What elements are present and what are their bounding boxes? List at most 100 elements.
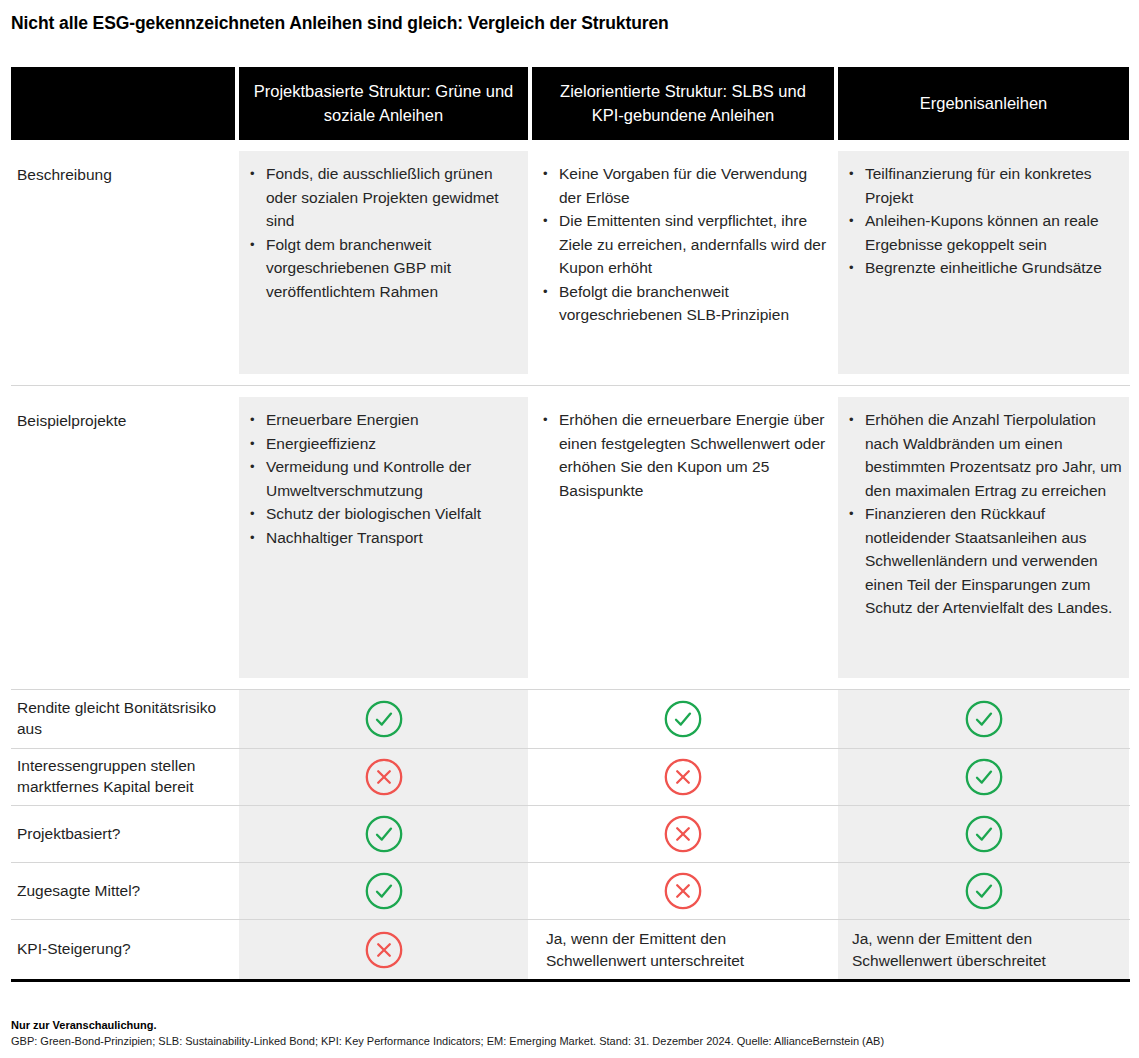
bullet-item: •Teilfinanzierung für ein konkretes Proj…	[838, 162, 1123, 209]
check-icon	[965, 815, 1003, 853]
bullet-text: Nachhaltiger Transport	[266, 526, 423, 550]
row-label: Zugesagte Mittel?	[11, 863, 235, 919]
bullet-item: •Keine Vorgaben für die Verwendung der E…	[532, 162, 828, 209]
status-text: Ja, wenn der Emittent den Schwellenwert …	[852, 928, 1121, 971]
check-icon	[365, 815, 403, 853]
bullet-text: Schutz der biologischen Vielfalt	[266, 502, 481, 526]
check-icon	[965, 872, 1003, 910]
bullet-text: Anleihen-Kupons können an reale Ergebnis…	[865, 209, 1123, 256]
column-header-target-oriented: Zielorientierte Struktur: SLBS und KPI-g…	[532, 67, 834, 140]
row-label: Beispielprojekte	[11, 397, 235, 678]
status-icon-cell	[239, 920, 528, 979]
bullet-icon: •	[250, 408, 257, 432]
check-icon	[664, 700, 702, 738]
bullet-icon: •	[250, 502, 257, 526]
bullet-item: •Finanzieren den Rückkauf notleidender S…	[838, 502, 1123, 620]
bullet-text: Die Emittenten sind verpflichtet, ihre Z…	[559, 209, 828, 280]
bullet-list-cell: •Erhöhen die Anzahl Tierpolulation nach …	[838, 397, 1129, 678]
bullet-item: • Begrenzte einheitliche Grundsätze	[838, 256, 1123, 280]
bullet-list-cell: •Teilfinanzierung für ein konkretes Proj…	[838, 151, 1129, 374]
row-label: Projektbasiert?	[11, 806, 235, 862]
check-icon	[365, 700, 403, 738]
column-header-outcome-bonds: Ergebnisanleihen	[838, 67, 1129, 140]
bullet-item: •Energieeffizienz	[239, 432, 522, 456]
bullet-text: Teilfinanzierung für ein konkretes Proje…	[865, 162, 1123, 209]
bullet-icon: •	[250, 432, 257, 456]
bullet-list-cell: • Erneuerbare Energien•Energieeffizienz•V…	[239, 397, 528, 678]
row-label: Rendite gleicht Bonitätsrisiko aus	[11, 690, 235, 748]
row-label-text: Projektbasiert?	[17, 824, 120, 845]
bullet-text: Erneuerbare Energien	[266, 408, 419, 432]
status-icon-cell	[532, 690, 834, 748]
table-header-row: Projektbasierte Struktur: Grüne und sozi…	[11, 67, 1130, 140]
bullet-icon: •	[849, 502, 856, 620]
cross-icon	[664, 872, 702, 910]
check-icon	[965, 700, 1003, 738]
footnote-legend: GBP: Green-Bond-Prinzipien; SLB: Sustain…	[11, 1034, 1139, 1050]
bullet-icon: •	[849, 408, 856, 502]
status-text: Ja, wenn der Emittent den Schwellenwert …	[546, 928, 826, 971]
bullet-text: Folgt dem branchenweit vorgeschriebenen …	[266, 233, 522, 304]
bullet-item: • Nachhaltiger Transport	[239, 526, 522, 550]
status-icon-cell	[532, 863, 834, 919]
status-icon-cell	[838, 806, 1129, 862]
bullet-text: Finanzieren den Rückkauf notleidender St…	[865, 502, 1123, 620]
bullet-list-cell: •Erhöhen die erneuerbare Energie über ei…	[532, 397, 834, 678]
bullet-item: •Folgt dem branchenweit vorgeschriebenen…	[239, 233, 522, 304]
bullet-icon: •	[849, 162, 856, 209]
cross-icon	[664, 815, 702, 853]
table-row: Rendite gleicht Bonitätsrisiko aus	[11, 690, 1130, 749]
bullet-item: • Erneuerbare Energien	[239, 408, 522, 432]
row-label: Interessengruppen stellen marktfernes Ka…	[11, 749, 235, 805]
bullet-item: •Erhöhen die Anzahl Tierpolulation nach …	[838, 408, 1123, 502]
comparison-table: Projektbasierte Struktur: Grüne und sozi…	[11, 67, 1130, 982]
bullet-icon: •	[849, 256, 856, 280]
bullet-text: Keine Vorgaben für die Verwendung der Er…	[559, 162, 828, 209]
row-label-text: Zugesagte Mittel?	[17, 881, 140, 902]
bullet-list-cell: •Keine Vorgaben für die Verwendung der E…	[532, 151, 834, 374]
table-body: Beschreibung•Fonds, die ausschließlich g…	[11, 140, 1130, 979]
bullet-item: •Anleihen-Kupons können an reale Ergebni…	[838, 209, 1123, 256]
bullet-item: •Befolgt die branchenweit vorgeschrieben…	[532, 280, 828, 327]
table-row: KPI-Steigerung? Ja, wenn der Emittent den…	[11, 920, 1130, 979]
footnote-disclaimer: Nur zur Veranschaulichung.	[11, 1018, 1139, 1034]
row-label: Beschreibung	[11, 151, 235, 374]
status-text-cell: Ja, wenn der Emittent den Schwellenwert …	[838, 920, 1129, 979]
column-header-project-based: Projektbasierte Struktur: Grüne und sozi…	[239, 67, 528, 140]
bullet-icon: •	[250, 233, 257, 304]
cross-icon	[365, 931, 403, 969]
bullet-icon: •	[543, 280, 550, 327]
bullet-item: • Schutz der biologischen Vielfalt	[239, 502, 522, 526]
bullet-icon: •	[250, 526, 257, 550]
status-icon-cell	[239, 806, 528, 862]
footnotes: Nur zur Veranschaulichung. GBP: Green-Bo…	[11, 1018, 1139, 1050]
bullet-icon: •	[543, 162, 550, 209]
bullet-icon: •	[250, 162, 257, 233]
check-icon	[365, 872, 403, 910]
status-icon-cell	[838, 863, 1129, 919]
bullet-icon: •	[849, 209, 856, 256]
bullet-text: Befolgt die branchenweit vorgeschriebene…	[559, 280, 828, 327]
row-label-text: Rendite gleicht Bonitätsrisiko aus	[17, 698, 225, 740]
bullet-text: Erhöhen die erneuerbare Energie über ein…	[559, 408, 828, 502]
status-icon-cell	[838, 749, 1129, 805]
bullet-item: •Erhöhen die erneuerbare Energie über ei…	[532, 408, 828, 502]
bullet-item: •Fonds, die ausschließlich grünen oder s…	[239, 162, 522, 233]
page-title: Nicht alle ESG-gekennzeichneten Anleihen…	[11, 13, 1139, 34]
row-label-text: KPI-Steigerung?	[17, 939, 131, 960]
bullet-icon: •	[543, 209, 550, 280]
bullet-item: •Die Emittenten sind verpflichtet, ihre …	[532, 209, 828, 280]
status-icon-cell	[239, 863, 528, 919]
column-header-empty	[11, 67, 235, 140]
bullet-icon: •	[250, 455, 257, 502]
cross-icon	[365, 758, 403, 796]
table-row: Projektbasiert?	[11, 806, 1130, 863]
status-icon-cell	[239, 690, 528, 748]
row-label: KPI-Steigerung?	[11, 920, 235, 979]
check-icon	[965, 758, 1003, 796]
bullet-text: Erhöhen die Anzahl Tierpolulation nach W…	[865, 408, 1123, 502]
bullet-text: Begrenzte einheitliche Grundsätze	[865, 256, 1102, 280]
table-row: Zugesagte Mittel?	[11, 863, 1130, 920]
bullet-item: •Vermeidung und Kontrolle der Umweltvers…	[239, 455, 522, 502]
table-bottom-rule	[11, 979, 1130, 982]
